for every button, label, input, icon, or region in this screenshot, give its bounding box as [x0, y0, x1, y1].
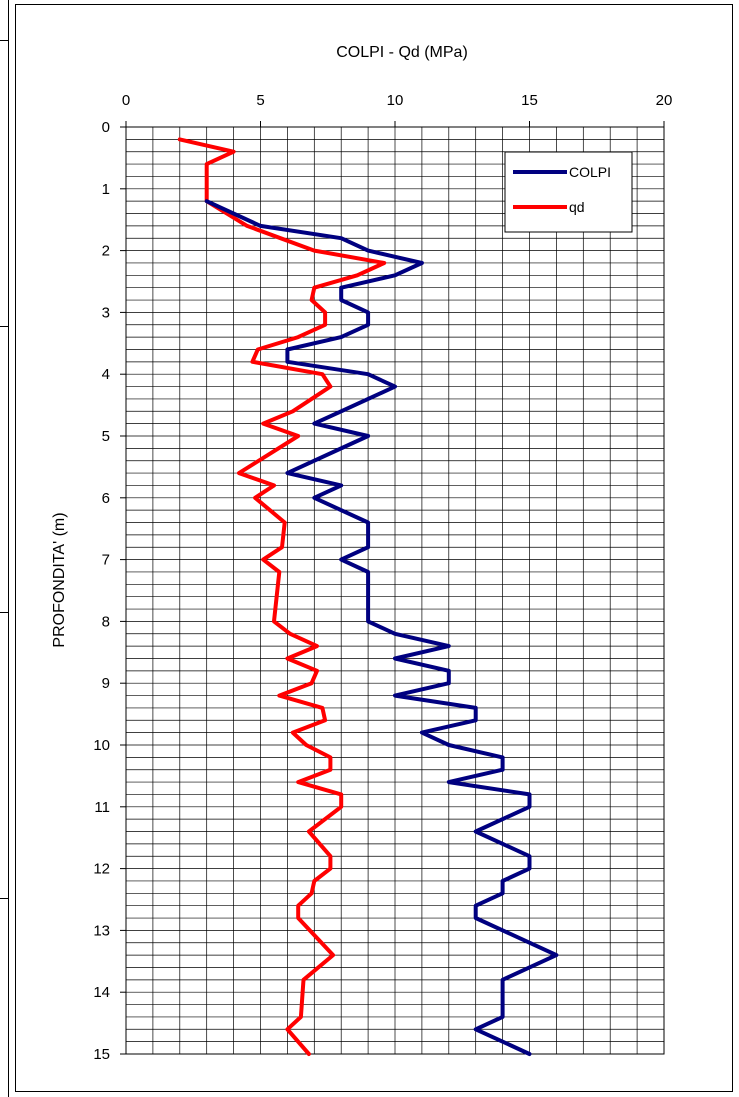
x-tick-label: 20: [656, 92, 673, 109]
adjacent-panel-edge: [0, 0, 9, 1097]
x-tick-label: 0: [122, 92, 130, 109]
x-axis-ticks: 0 5 10 15 20: [122, 92, 673, 127]
y-tick-label: 3: [102, 304, 110, 321]
x-tick-label: 5: [256, 92, 264, 109]
y-tick-label: 13: [93, 922, 110, 939]
y-axis-title: PROFONDITA' (m): [51, 512, 68, 647]
y-tick-label: 8: [102, 613, 110, 630]
panel-divider: [0, 326, 9, 327]
legend: COLPI qd: [504, 151, 633, 233]
y-tick-label: 2: [102, 243, 110, 260]
y-tick-label: 14: [93, 984, 110, 1001]
y-tick-label: 4: [102, 366, 110, 383]
panel-divider: [0, 40, 9, 41]
y-tick-label: 12: [93, 861, 110, 878]
y-tick-label: 5: [102, 428, 110, 445]
legend-label-colpi: COLPI: [569, 164, 611, 180]
grid: [125, 126, 665, 1055]
panel-divider: [0, 612, 9, 613]
panel-divider: [0, 898, 9, 899]
y-tick-label: 0: [102, 119, 110, 136]
x-tick-label: 15: [521, 92, 538, 109]
series-layer: [177, 137, 559, 1056]
legend-box: [504, 151, 633, 233]
x-tick-label: 10: [387, 92, 404, 109]
y-tick-label: 9: [102, 675, 110, 692]
y-tick-label: 6: [102, 490, 110, 507]
y-tick-label: 7: [102, 552, 110, 569]
legend-label-qd: qd: [569, 199, 585, 215]
y-tick-label: 10: [93, 737, 110, 754]
series-line-qd: [177, 137, 387, 1056]
series-line-colpi: [204, 199, 559, 1056]
y-tick-label: 15: [93, 1046, 110, 1063]
chart-title: COLPI - Qd (MPa): [336, 44, 468, 61]
y-tick-label: 11: [94, 799, 110, 816]
y-tick-label: 1: [102, 181, 110, 198]
